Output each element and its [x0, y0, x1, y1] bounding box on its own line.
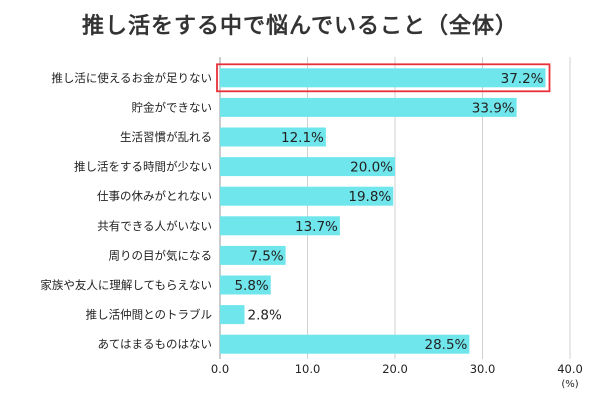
category-label: 周りの目が気になる	[109, 248, 213, 262]
data-label: 5.8%	[234, 278, 268, 294]
data-label: 20.0%	[350, 160, 393, 176]
x-tick-label: 30.0	[470, 362, 496, 376]
bar	[220, 334, 470, 354]
data-label: 7.5%	[249, 248, 283, 264]
bar	[220, 157, 395, 177]
x-unit-label: (%)	[561, 379, 578, 390]
bar	[220, 186, 394, 206]
category-label: 推し活仲間とのトラブル	[86, 308, 212, 322]
bar	[220, 97, 517, 117]
data-label: 13.7%	[295, 219, 338, 235]
bar	[220, 305, 245, 325]
x-tick-label: 10.0	[295, 362, 321, 376]
category-label: 家族や友人に理解してもらえない	[40, 278, 212, 292]
x-tick-label: 40.0	[557, 362, 583, 376]
highlight-frame	[216, 63, 551, 93]
category-label: 推し活に使えるお金が足りない	[51, 71, 212, 85]
data-label: 12.1%	[281, 130, 324, 146]
category-label: 仕事の休みがとれない	[97, 189, 212, 203]
data-label: 37.2%	[501, 71, 544, 87]
category-label: 推し活をする時間が少ない	[74, 160, 212, 174]
bar	[220, 68, 546, 88]
category-label: あてはまるものはない	[97, 337, 212, 351]
x-tick-label: 0.0	[211, 362, 229, 376]
data-label: 19.8%	[348, 189, 391, 205]
chart-title: 推し活をする中で悩んでいること（全体）	[82, 14, 518, 39]
category-label: 生活習慣が乱れる	[120, 130, 212, 144]
data-label: 2.8%	[248, 308, 282, 324]
category-label: 貯金ができない	[132, 100, 213, 114]
bar	[220, 245, 286, 265]
x-tick-label: 20.0	[382, 362, 408, 376]
bar	[220, 275, 271, 295]
data-label: 28.5%	[424, 337, 467, 353]
data-label: 33.9%	[472, 100, 515, 116]
bar	[220, 216, 340, 236]
category-label: 共有できる人がいない	[97, 219, 212, 233]
bar	[220, 127, 326, 147]
